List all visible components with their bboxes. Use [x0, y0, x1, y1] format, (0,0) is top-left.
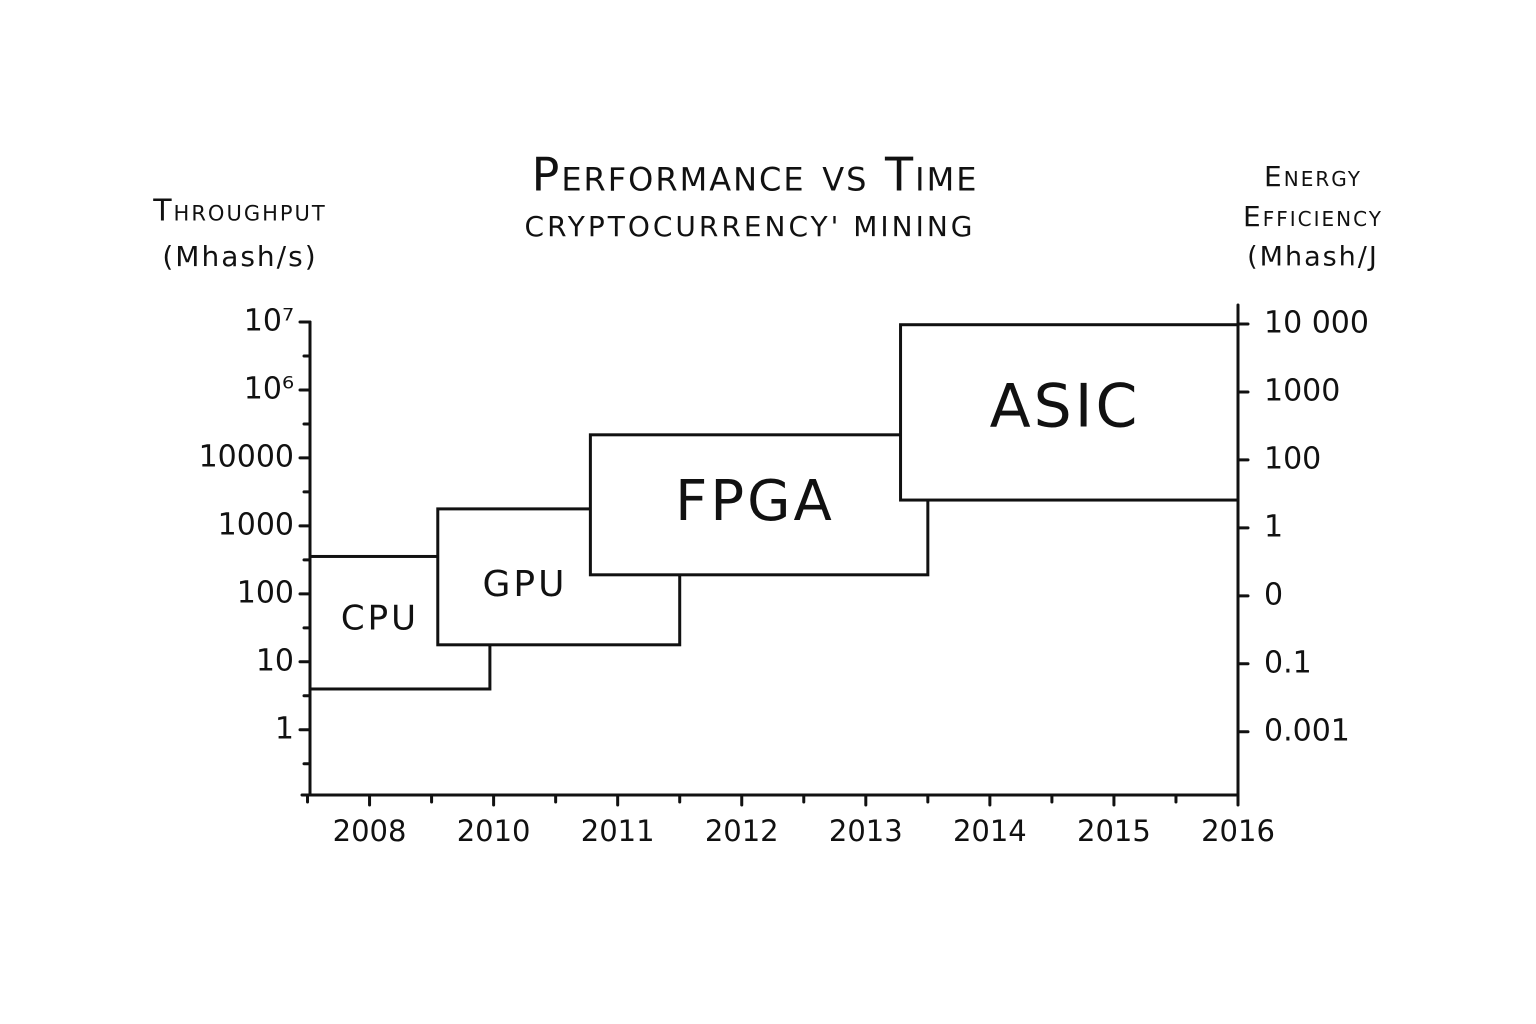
y2-axis-label: Efficiency [1243, 200, 1383, 233]
x-tick-label: 2008 [333, 814, 407, 848]
y2-tick-label: 0.001 [1264, 713, 1350, 748]
box-label: GPU [483, 564, 568, 605]
y-axis-label: (Mhash/s) [162, 240, 317, 273]
y-tick-label: 1000 [218, 507, 294, 542]
y2-tick-label: 1000 [1264, 373, 1340, 408]
chart-title: Performance vs Time [532, 148, 979, 202]
y-tick-label: 10⁷ [244, 304, 294, 339]
range-box [899, 323, 1240, 502]
y-tick-label: 10000 [199, 439, 294, 474]
x-tick-label: 2010 [457, 814, 531, 848]
y-tick-label: 1 [275, 711, 294, 746]
y2-tick-label: 10 000 [1264, 306, 1369, 341]
y-tick-label: 10 [256, 643, 294, 678]
x-tick-label: 2011 [581, 814, 655, 848]
x-tick-label: 2014 [953, 814, 1027, 848]
y-axis-label: Throughput [152, 194, 327, 229]
x-tick-label: 2015 [1077, 814, 1151, 848]
x-tick-label: 2016 [1201, 814, 1275, 848]
y2-axis-label: (Mhash/J [1247, 242, 1379, 273]
y2-tick-label: 0 [1264, 577, 1283, 612]
y2-tick-label: 100 [1264, 441, 1321, 476]
box-label: CPU [341, 599, 419, 639]
range-box [588, 433, 930, 577]
y-tick-label: 100 [237, 575, 294, 610]
y2-axis-label: Energy [1264, 160, 1362, 193]
x-tick-label: 2013 [829, 814, 903, 848]
y-tick-label: 10⁶ [244, 371, 294, 406]
x-tick-label: 2012 [705, 814, 779, 848]
chart-subtitle: Cryptocurrency' Mining [525, 210, 976, 243]
y2-tick-label: 0.1 [1264, 645, 1312, 680]
box-label: FPGA [675, 469, 835, 534]
box-label: ASIC [990, 372, 1141, 442]
y2-tick-label: 1 [1264, 509, 1283, 544]
